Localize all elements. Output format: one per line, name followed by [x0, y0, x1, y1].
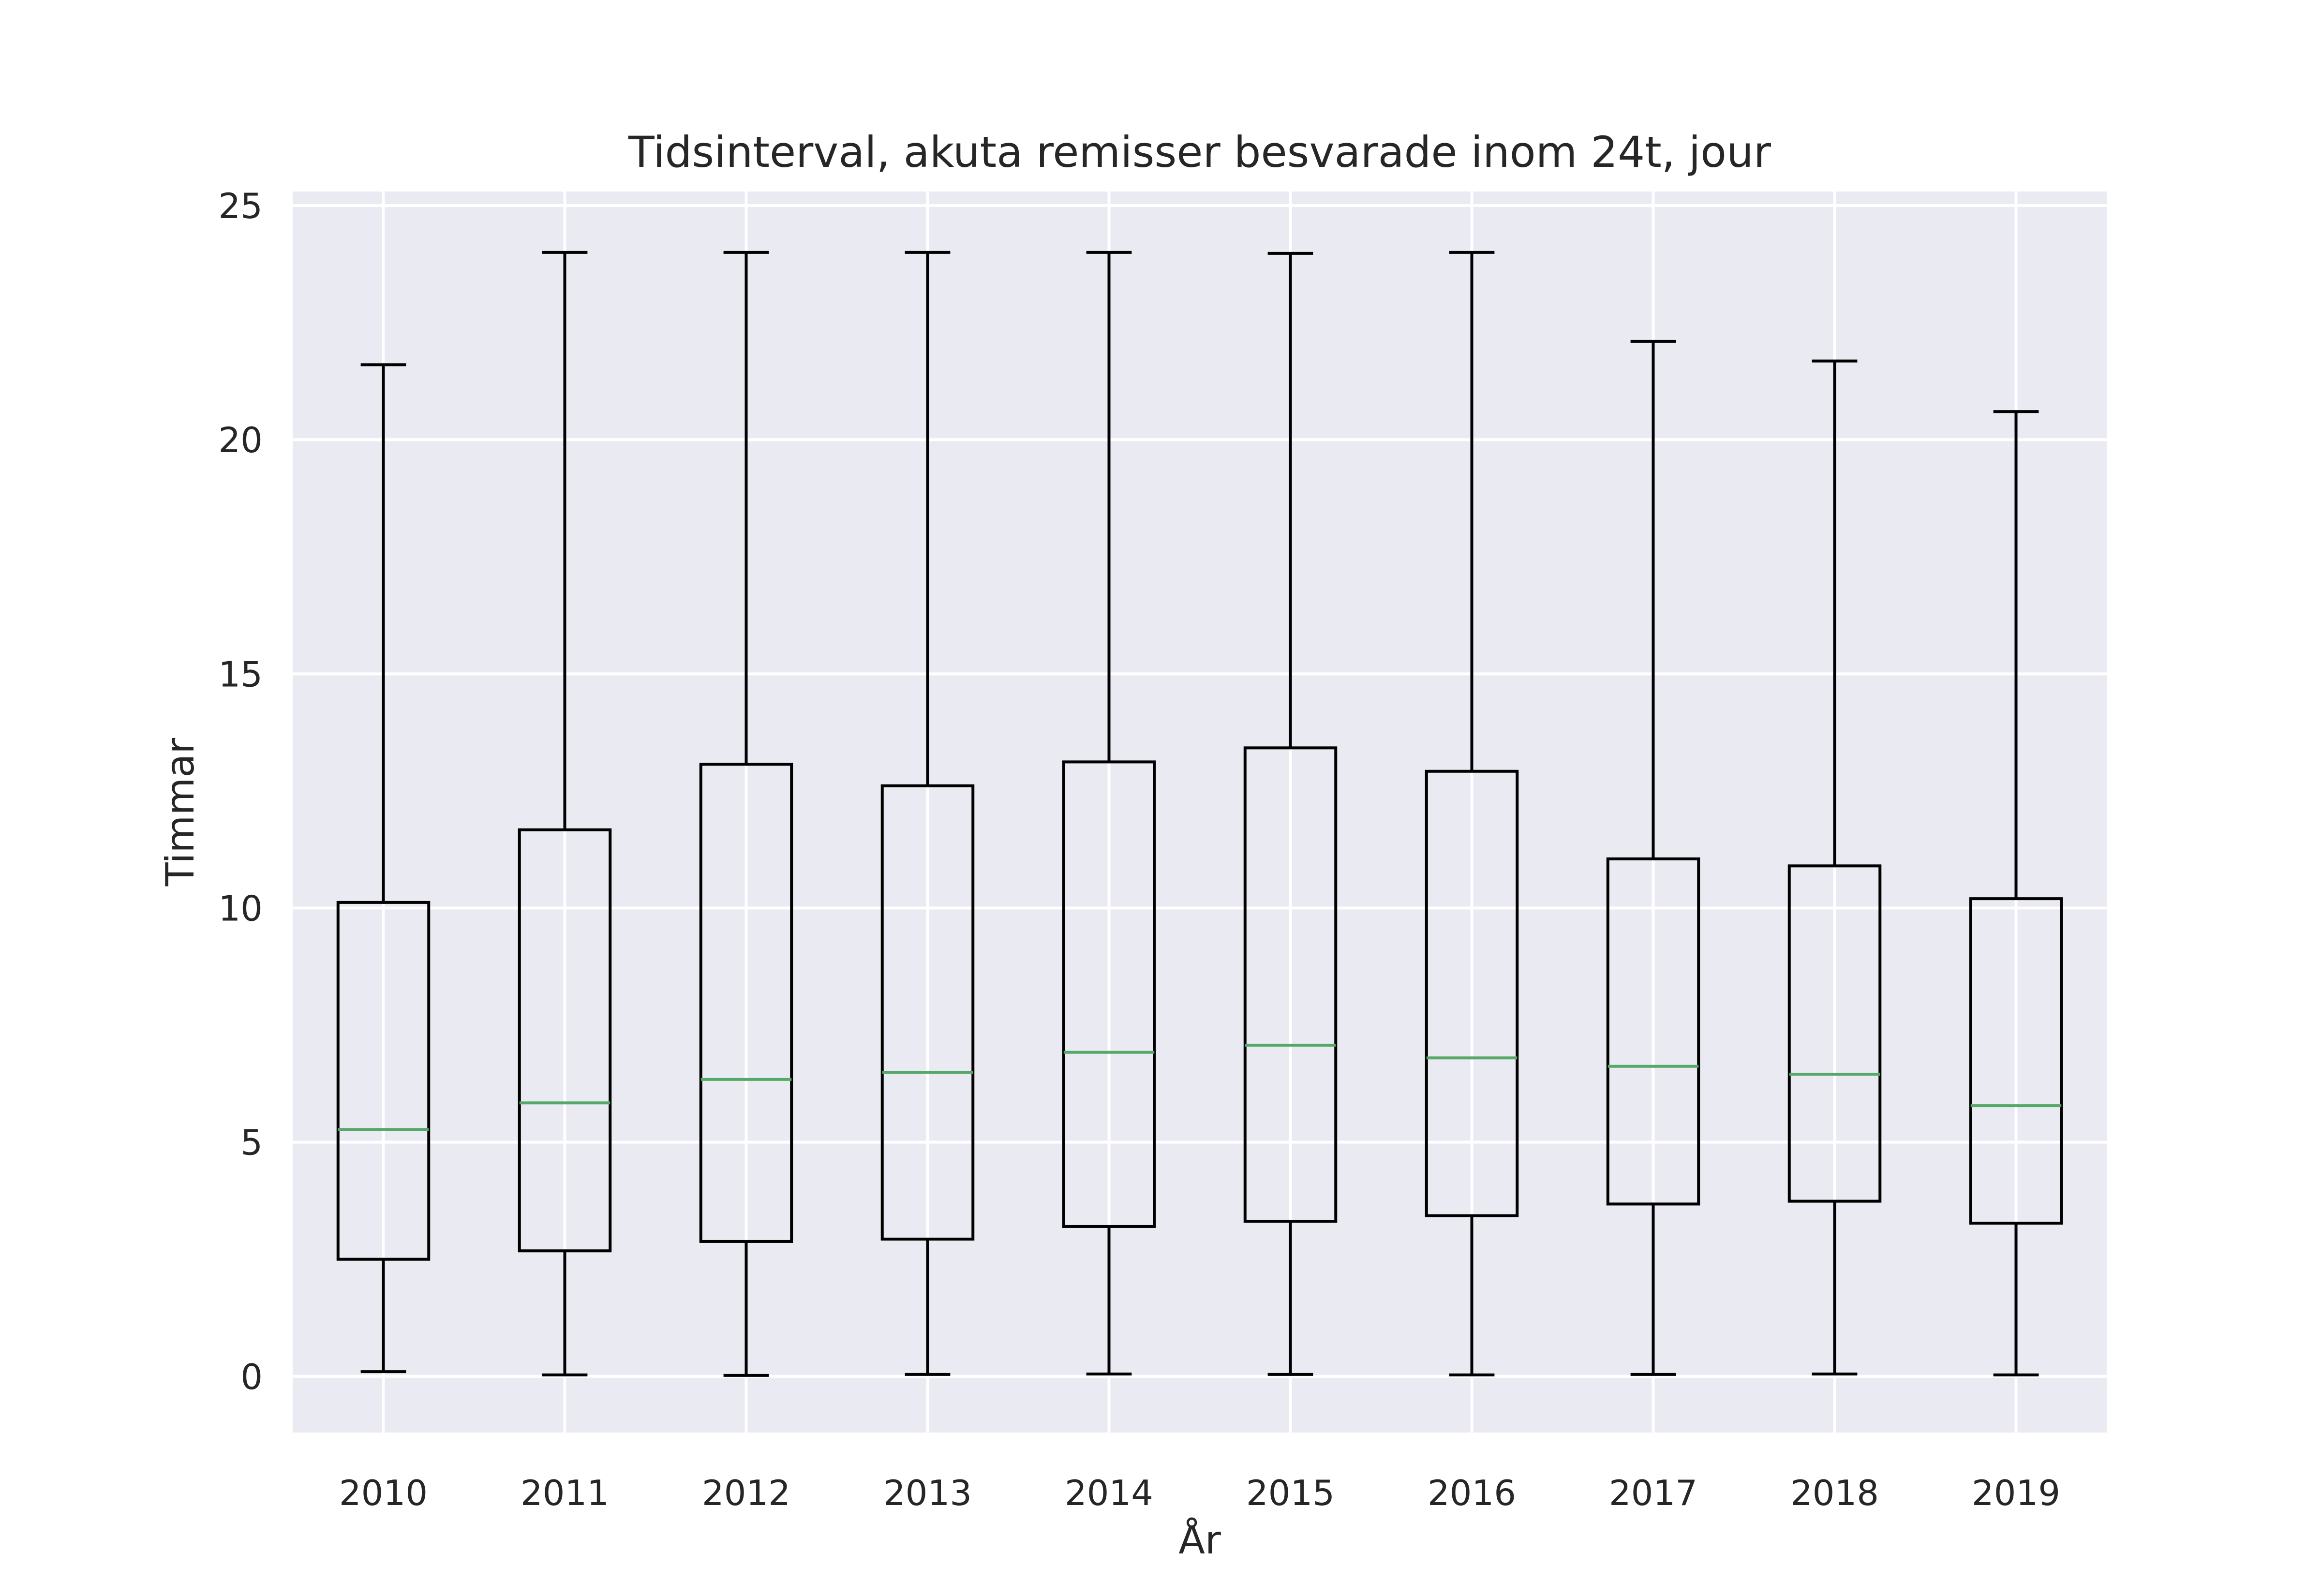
- x-tick-label: 2018: [1790, 1473, 1879, 1513]
- x-tick-label: 2013: [883, 1473, 972, 1513]
- tick-labels: 0 5 10 15 20 25 2010 2011 2012 2013 2014 2015 2016 20…: [218, 186, 2060, 1513]
- iqr-box: [1425, 769, 1519, 1217]
- y-tick-label: 0: [240, 1357, 263, 1397]
- iqr-box: [1787, 864, 1882, 1203]
- plot-area: [293, 192, 2107, 1433]
- boxes: [336, 251, 2063, 1377]
- box-2015: [1243, 251, 1338, 1376]
- box-2011: [518, 251, 612, 1376]
- box-2013: [880, 251, 975, 1376]
- box-2014: [1062, 251, 1156, 1375]
- x-tick-label: 2014: [1065, 1473, 1153, 1513]
- y-tick-label: 10: [218, 888, 263, 929]
- y-tick-label: 20: [218, 420, 263, 460]
- x-tick-label: 2016: [1428, 1473, 1516, 1513]
- box-2012: [699, 251, 793, 1377]
- iqr-box: [880, 784, 975, 1241]
- y-axis-label: Timmar: [158, 738, 203, 887]
- iqr-box: [699, 763, 793, 1243]
- x-tick-label: 2010: [339, 1473, 428, 1513]
- iqr-box: [1243, 746, 1338, 1223]
- x-tick-label: 2019: [1972, 1473, 2060, 1513]
- y-tick-label: 5: [240, 1123, 263, 1163]
- x-tick-label: 2012: [702, 1473, 790, 1513]
- x-axis-label: År: [1178, 1517, 1221, 1563]
- box-2019: [1969, 410, 2063, 1376]
- box-2010: [336, 363, 431, 1374]
- y-tick-label: 25: [218, 186, 263, 226]
- x-tick-label: 2015: [1246, 1473, 1335, 1513]
- iqr-box: [1062, 760, 1156, 1228]
- iqr-box: [518, 828, 612, 1253]
- y-tick-label: 15: [218, 654, 263, 695]
- iqr-box: [1606, 857, 1700, 1206]
- chart-title: Tidsinterval, akuta remisser besvarade i…: [628, 127, 1771, 177]
- x-tick-label: 2011: [521, 1473, 609, 1513]
- box-2016: [1425, 251, 1519, 1376]
- box-2018: [1787, 359, 1882, 1375]
- iqr-box: [1969, 897, 2063, 1225]
- box-2017: [1606, 340, 1700, 1376]
- iqr-box: [336, 901, 431, 1261]
- x-tick-label: 2017: [1609, 1473, 1697, 1513]
